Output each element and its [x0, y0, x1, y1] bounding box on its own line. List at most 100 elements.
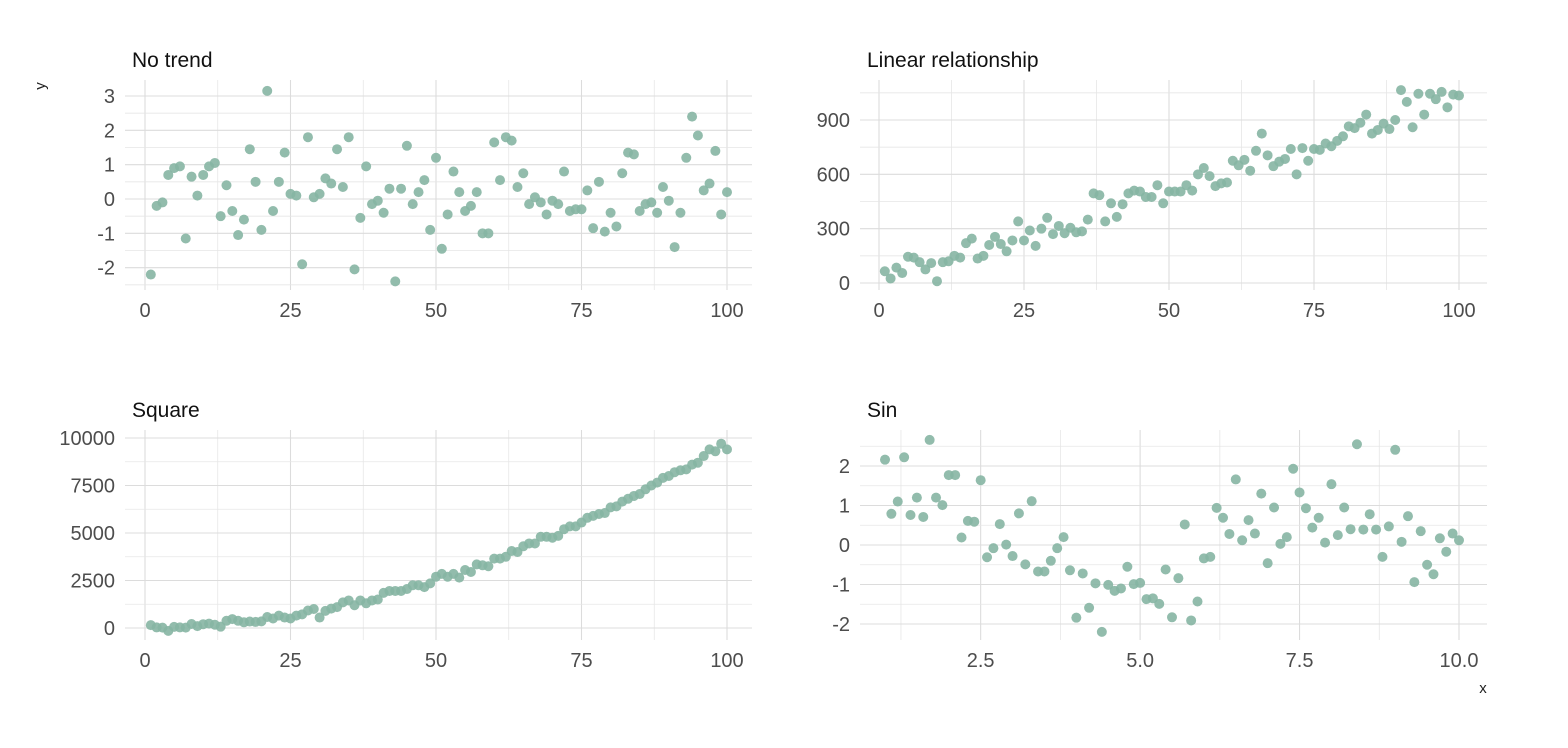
x-tick-label: 75 [570, 650, 592, 672]
data-point [1048, 229, 1058, 240]
data-point [1383, 521, 1394, 532]
data-point [1187, 185, 1198, 196]
data-point [326, 178, 337, 189]
x-tick-label: 100 [710, 650, 743, 672]
data-point [710, 145, 721, 156]
data-point [1030, 240, 1041, 251]
x-tick-label: 75 [1303, 300, 1325, 322]
panel-title: Sin [867, 399, 897, 422]
data-point [988, 543, 999, 554]
data-point [1275, 538, 1286, 549]
data-point [384, 183, 395, 194]
data-point [663, 195, 674, 206]
data-point [1447, 528, 1458, 539]
y-tick-label: 1 [839, 496, 850, 518]
data-point [1106, 198, 1116, 209]
data-point [1281, 532, 1292, 543]
data-point [489, 137, 500, 148]
data-point [250, 176, 261, 187]
data-point [1058, 532, 1069, 543]
data-point [1262, 150, 1273, 161]
data-point [634, 206, 645, 217]
data-point [892, 496, 903, 507]
data-point [1071, 612, 1082, 623]
data-point [512, 181, 523, 192]
data-point [1053, 220, 1064, 231]
data-point [1211, 502, 1222, 513]
data-point [995, 239, 1006, 250]
data-point [657, 181, 668, 192]
y-tick-label: 5000 [71, 523, 116, 545]
data-point [535, 197, 546, 208]
data-point [605, 207, 616, 218]
data-point [454, 187, 465, 198]
data-point [1390, 444, 1401, 455]
data-point [1013, 508, 1024, 519]
points [145, 85, 732, 287]
data-point [978, 250, 989, 261]
data-point [1036, 223, 1047, 234]
data-point [1390, 115, 1401, 125]
data-point [401, 140, 412, 151]
data-point [221, 180, 232, 191]
data-point [617, 168, 628, 179]
panel-title: No trend [132, 49, 213, 72]
data-point [1402, 511, 1413, 522]
data-point [1413, 88, 1424, 99]
data-point [956, 532, 967, 543]
data-point [692, 130, 703, 141]
data-point [722, 187, 732, 198]
data-point [553, 530, 564, 541]
data-point [716, 209, 727, 220]
data-point [553, 199, 564, 210]
data-point [297, 259, 308, 270]
data-point [1422, 559, 1433, 570]
data-point [1351, 439, 1362, 450]
data-point [1222, 177, 1232, 188]
data-point [599, 226, 610, 237]
data-point [163, 169, 174, 180]
data-point [628, 149, 639, 160]
data-point [145, 269, 156, 280]
data-point [233, 230, 244, 241]
data-point [984, 239, 995, 250]
data-point [1419, 109, 1430, 120]
data-point [1364, 509, 1375, 520]
data-point [1007, 551, 1018, 562]
data-point [722, 444, 732, 455]
data-point [1045, 555, 1056, 566]
data-point [302, 132, 313, 143]
y-tick-label: 2 [839, 456, 850, 478]
data-point [1355, 117, 1366, 128]
data-point [1122, 561, 1133, 572]
data-point [1100, 216, 1111, 227]
data-point [227, 206, 238, 217]
data-point [407, 199, 418, 210]
data-point [1042, 212, 1053, 223]
data-point [593, 176, 604, 187]
data-point [396, 183, 407, 194]
data-point [1396, 85, 1406, 96]
data-point [994, 519, 1005, 530]
data-point [1377, 551, 1388, 562]
points [880, 434, 1464, 637]
data-point [1249, 528, 1260, 539]
data-point [174, 161, 185, 172]
data-point [186, 171, 197, 182]
data-point [937, 500, 948, 511]
data-point [1441, 546, 1452, 557]
data-point [256, 224, 267, 235]
data-point [1198, 162, 1209, 173]
data-point [950, 470, 961, 481]
data-point [1303, 155, 1314, 166]
data-point [1314, 144, 1325, 155]
data-point [879, 266, 890, 277]
x-tick-label: 25 [279, 650, 301, 672]
data-point [1152, 180, 1163, 191]
data-point [506, 135, 517, 146]
data-point [918, 511, 929, 522]
x-tick-label: 0 [873, 300, 884, 322]
data-point [454, 572, 465, 583]
x-tick-label: 25 [279, 300, 301, 322]
